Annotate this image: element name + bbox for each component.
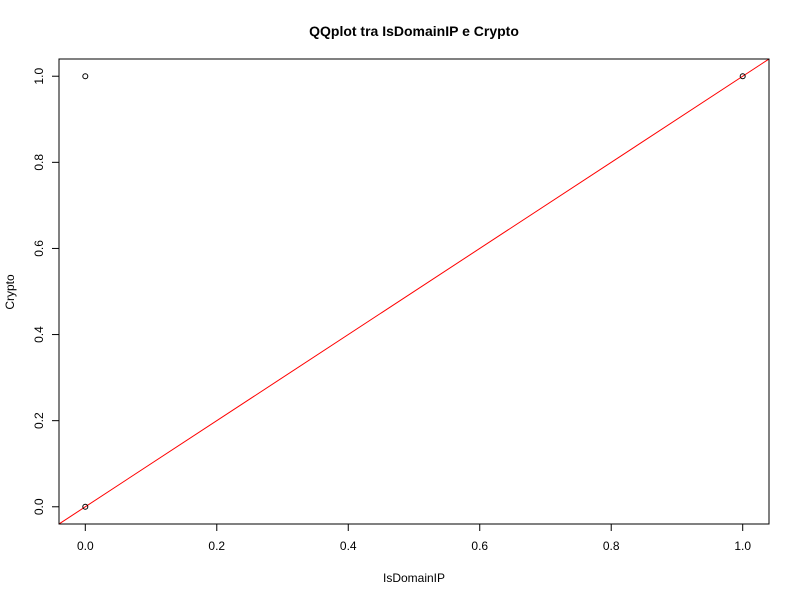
x-tick-label-5: 1.0 (734, 539, 751, 553)
y-tick-label-0: 0.0 (32, 498, 46, 515)
y-axis: 0.0 0.2 0.4 0.6 0.8 1.0 (32, 68, 59, 515)
y-tick-label-1: 0.2 (32, 412, 46, 429)
y-tick-label-2: 0.4 (32, 326, 46, 343)
data-point-0 (82, 73, 89, 80)
x-tick-label-4: 0.8 (603, 539, 620, 553)
points-group (82, 73, 746, 510)
y-tick-label-5: 1.0 (32, 68, 46, 85)
data-point-2 (739, 73, 746, 80)
x-tick-label-0: 0.0 (77, 539, 94, 553)
y-axis-label: Crypto (3, 274, 17, 310)
x-tick-label-3: 0.6 (471, 539, 488, 553)
data-point-1 (82, 503, 89, 510)
x-tick-label-2: 0.4 (340, 539, 357, 553)
x-axis-label: IsDomainIP (383, 571, 445, 585)
plot-frame (58, 58, 770, 525)
y-tick-label-3: 0.6 (32, 240, 46, 257)
chart-title: QQplot tra IsDomainIP e Crypto (309, 23, 519, 39)
x-axis: 0.0 0.2 0.4 0.6 0.8 1.0 (77, 524, 751, 553)
y-tick-label-4: 0.8 (32, 154, 46, 171)
reference-line (59, 59, 769, 524)
reference-line-group (59, 59, 769, 524)
x-tick-label-1: 0.2 (208, 539, 225, 553)
